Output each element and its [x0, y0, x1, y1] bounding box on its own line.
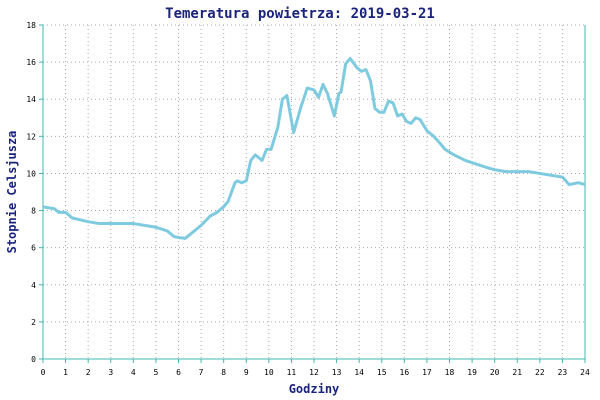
y-axis-label: Stopnie Celsjusza	[5, 131, 19, 254]
y-tick-label: 0	[31, 355, 36, 364]
x-tick-label: 14	[354, 368, 364, 377]
y-tick-label: 12	[26, 132, 36, 141]
x-tick-label: 15	[377, 368, 387, 377]
y-tick-label: 4	[31, 281, 36, 290]
y-tick-label: 8	[31, 207, 36, 216]
y-tick-label: 2	[31, 318, 36, 327]
x-tick-label: 4	[131, 368, 136, 377]
y-tick-label: 10	[26, 169, 36, 178]
x-tick-label: 7	[199, 368, 204, 377]
y-tick-label: 6	[31, 244, 36, 253]
x-tick-label: 5	[154, 368, 159, 377]
x-tick-label: 22	[535, 368, 545, 377]
x-tick-label: 24	[580, 368, 590, 377]
y-tick-label: 18	[26, 21, 36, 30]
x-tick-label: 8	[221, 368, 226, 377]
x-tick-label: 11	[287, 368, 297, 377]
x-tick-label: 18	[445, 368, 455, 377]
x-tick-label: 1	[63, 368, 68, 377]
x-tick-label: 20	[490, 368, 500, 377]
chart-title: Temeratura powietrza: 2019-03-21	[165, 6, 435, 22]
x-tick-label: 12	[309, 368, 319, 377]
x-tick-label: 17	[422, 368, 432, 377]
x-tick-label: 6	[176, 368, 181, 377]
x-tick-label: 3	[108, 368, 113, 377]
x-tick-label: 23	[558, 368, 568, 377]
x-tick-label: 13	[332, 368, 342, 377]
x-tick-label: 21	[512, 368, 522, 377]
x-tick-label: 10	[264, 368, 274, 377]
y-tick-label: 14	[26, 95, 36, 104]
x-axis-label: Godziny	[289, 382, 340, 396]
y-tick-label: 16	[26, 58, 36, 67]
temperature-line	[42, 56, 586, 240]
x-tick-label: 16	[400, 368, 410, 377]
x-tick-label: 19	[467, 368, 477, 377]
x-tick-label: 9	[244, 368, 249, 377]
x-tick-label: 2	[86, 368, 91, 377]
x-tick-label: 0	[41, 368, 46, 377]
